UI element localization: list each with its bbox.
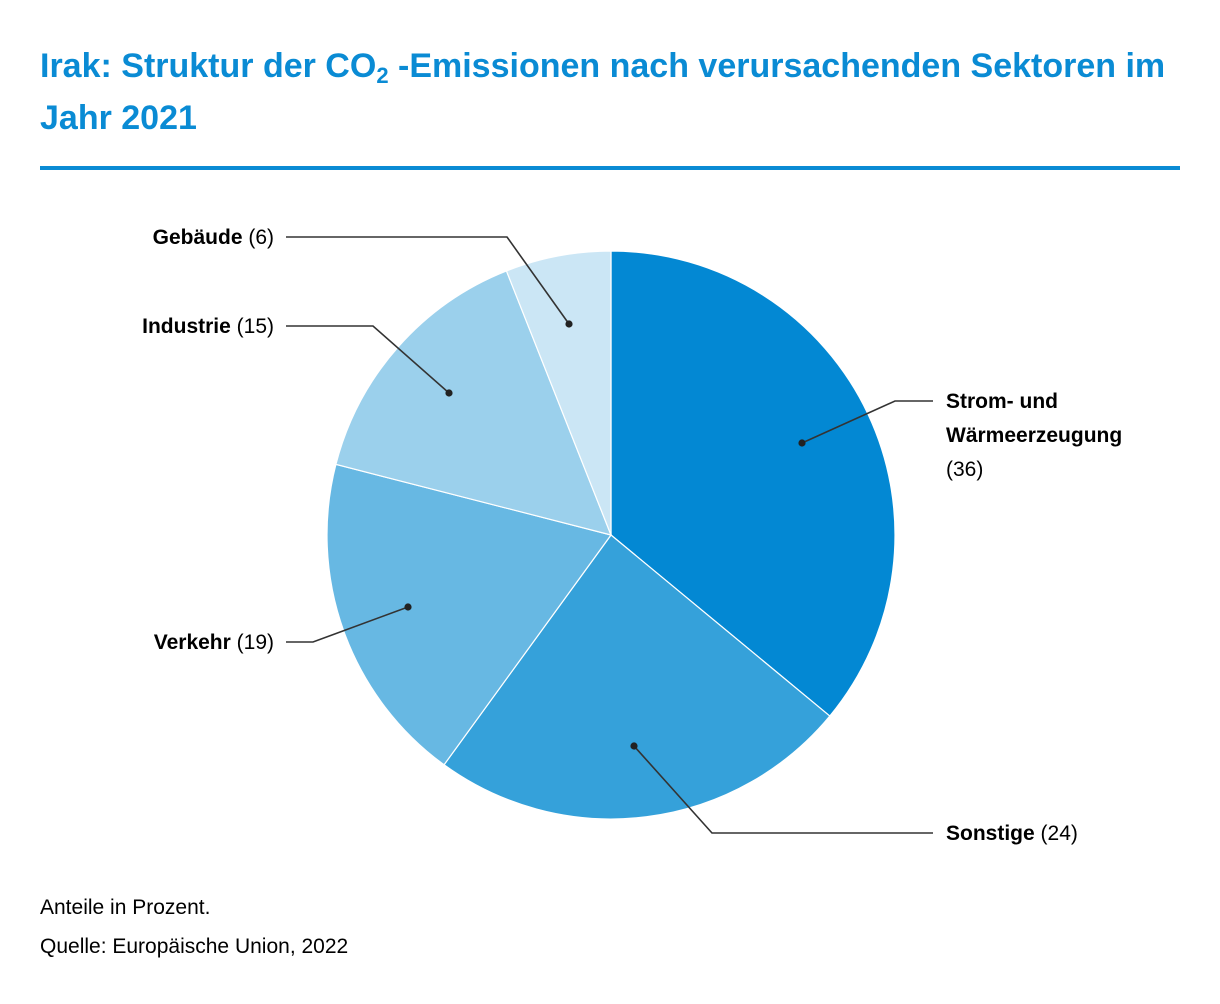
slice-value-verkehr: (19)	[231, 631, 274, 654]
slice-name-gebäude: Gebäude	[153, 226, 243, 249]
leader-line-verkehr	[286, 606, 409, 643]
slice-value-gebäude: (6)	[243, 226, 275, 249]
title-rule	[40, 166, 1180, 170]
pie-slice-gebäude	[505, 250, 612, 536]
pie-slice-sonstige	[443, 534, 831, 820]
slice-label-strom-und-wärmeerzeugung-line-2: Wärmeerzeugung	[946, 424, 1122, 447]
unit-note: Anteile in Prozent.	[40, 896, 211, 919]
leader-line-industrie	[286, 325, 450, 394]
leader-line-sonstige	[633, 745, 933, 834]
slice-label-strom-und-wärmeerzeugung-line-1: Strom- und	[946, 390, 1058, 413]
slice-value-industrie: (15)	[231, 315, 274, 338]
slice-label-verkehr: Verkehr (19)	[154, 631, 274, 654]
slice-label-gebäude: Gebäude (6)	[153, 226, 274, 249]
slice-label-sonstige: Sonstige (24)	[946, 822, 1078, 845]
slice-name-industrie: Industrie	[142, 315, 231, 338]
slice-value-strom-und-wärmeerzeugung: (36)	[946, 458, 983, 481]
leader-dot-sonstige	[630, 742, 638, 750]
title-part-2: -Emissionen nach verursachenden Sektoren…	[40, 47, 1166, 137]
leader-dot-industrie	[445, 389, 453, 397]
title-subscript: 2	[376, 63, 389, 88]
leader-line-gebäude	[286, 236, 570, 325]
source-note: Quelle: Europäische Union, 2022	[40, 935, 349, 958]
slice-name-verkehr: Verkehr	[154, 631, 231, 654]
leader-dot-strom-und-wärmeerzeugung	[798, 439, 806, 447]
title-part-1: Irak: Struktur der CO	[40, 47, 377, 85]
slice-value-sonstige: (24)	[1035, 822, 1078, 845]
slice-name-sonstige: Sonstige	[946, 822, 1035, 845]
leader-dot-gebäude	[565, 320, 573, 328]
leader-dot-verkehr	[404, 603, 412, 611]
chart-title: Irak: Struktur der CO2 -Emissionen nach …	[40, 40, 1180, 144]
leader-line-strom-und-wärmeerzeugung	[801, 400, 933, 444]
slice-label-industrie: Industrie (15)	[142, 315, 274, 338]
